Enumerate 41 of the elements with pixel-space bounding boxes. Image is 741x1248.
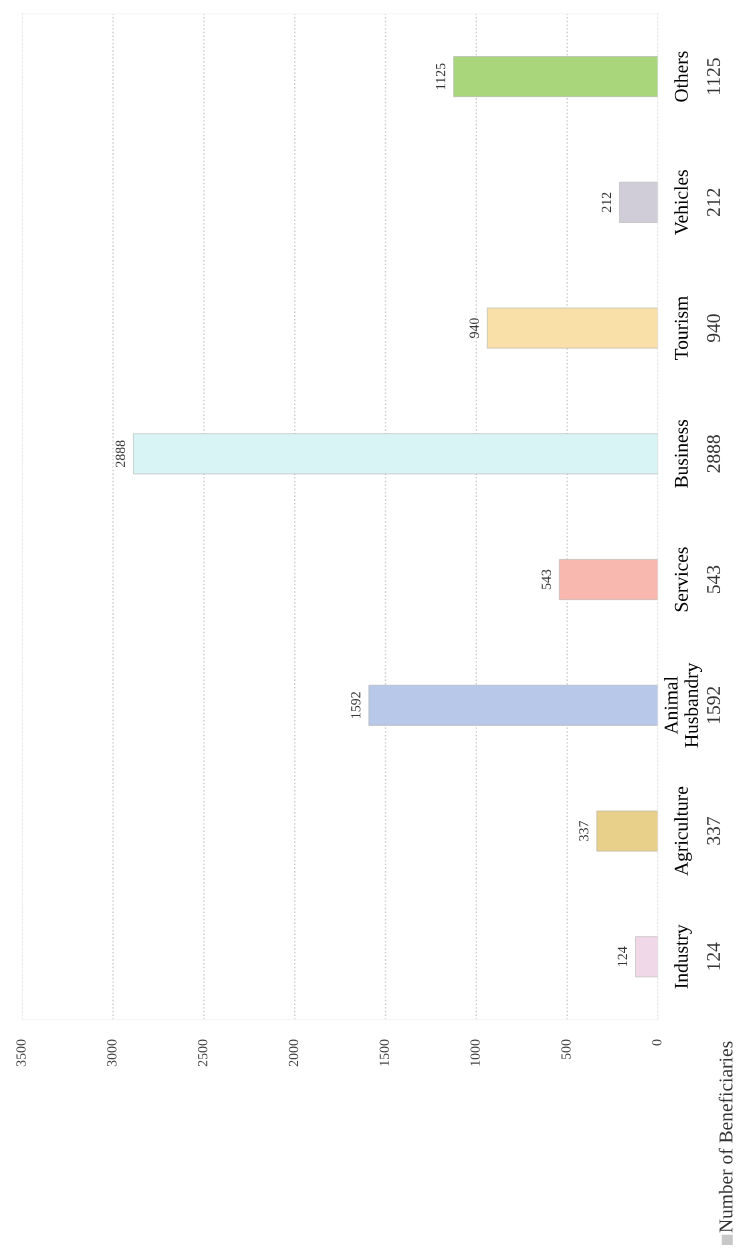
y-tick-label: Others	[674, 51, 688, 102]
bar	[596, 810, 659, 852]
text: 543	[707, 565, 721, 593]
text: 940	[706, 314, 721, 343]
bar	[486, 307, 659, 349]
data-label: 212	[601, 192, 611, 213]
data-label: 940	[469, 318, 479, 339]
bar	[368, 684, 659, 726]
x-tick-label: 3000	[107, 1039, 117, 1067]
x-tick-label: 1000	[470, 1039, 480, 1066]
x-tick-label: 2000	[288, 1039, 299, 1067]
data-label: 124	[617, 946, 627, 966]
y-tick-label: Business	[674, 419, 688, 488]
text: 337	[707, 816, 721, 845]
data-label: 1125	[435, 63, 446, 89]
text: 124	[707, 942, 720, 970]
x-tick-label: 500	[561, 1039, 571, 1060]
data-label: 1592	[351, 692, 361, 718]
text: 2888	[706, 435, 721, 473]
data-label: 543	[541, 569, 551, 590]
x-tick-label: 2500	[197, 1039, 208, 1067]
y-tick-label: Vehicles	[674, 170, 688, 236]
x-tick-label: 1500	[379, 1039, 390, 1066]
y-tick-label: Tourism	[674, 296, 688, 360]
y-tick-label: Agriculture	[674, 786, 692, 876]
bar	[133, 433, 659, 475]
x-tick-label: 0	[652, 1039, 662, 1046]
text: 212	[707, 188, 720, 217]
bar	[619, 181, 659, 223]
data-label: 2888	[115, 440, 126, 468]
bar	[635, 936, 659, 978]
x-tick-label: 3500	[16, 1039, 26, 1067]
bar	[453, 56, 659, 97]
bar	[559, 559, 659, 600]
y-tick-label: Services	[674, 547, 688, 612]
y-tick-label: Animal Husbandry	[664, 662, 703, 748]
text: Number of Beneficiaries	[718, 1041, 733, 1233]
text: 1592	[707, 686, 721, 724]
text: 1125	[707, 58, 721, 94]
data-label: 337	[579, 820, 589, 841]
y-tick-label: Industry	[674, 924, 692, 989]
